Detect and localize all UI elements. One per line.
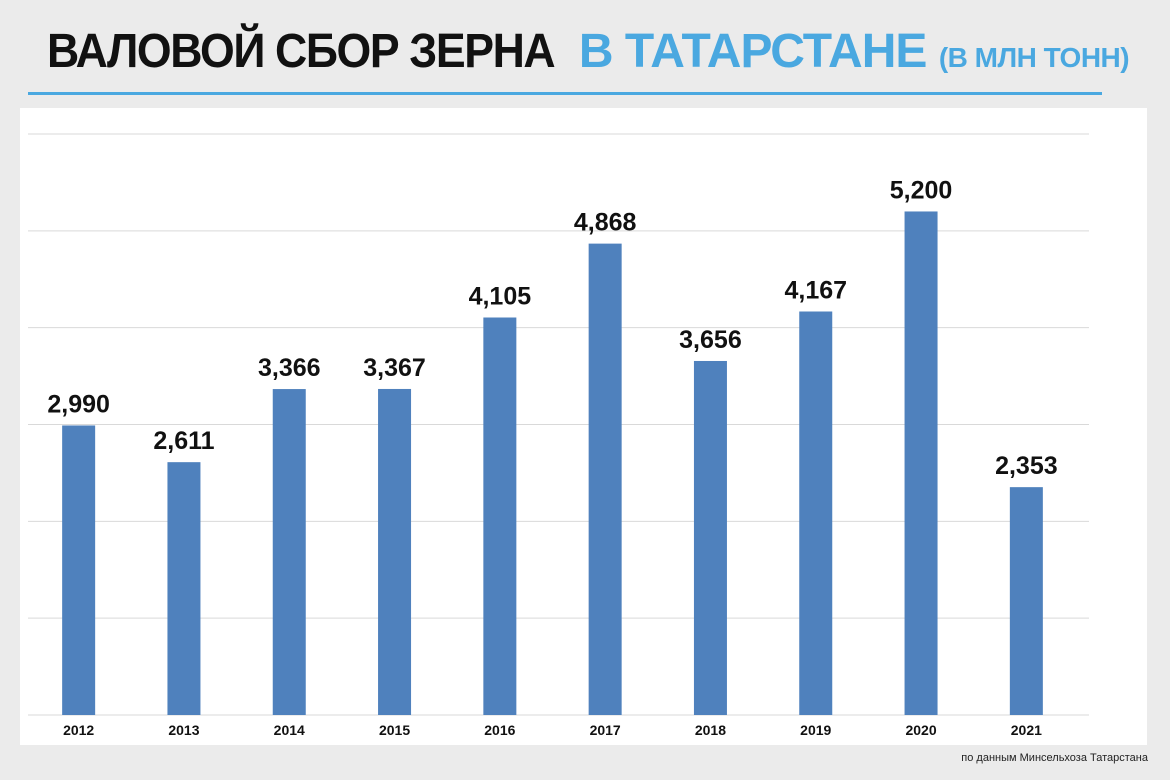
title-units: (В МЛН ТОНН)	[938, 42, 1130, 73]
data-label-2020: 5,200	[890, 176, 953, 204]
x-tick-2017: 2017	[590, 722, 621, 738]
bar-2015	[378, 388, 412, 715]
bar-2014	[272, 389, 306, 715]
bar-2012	[62, 425, 96, 715]
title-main: ВАЛОВОЙ СБОР ЗЕРНА	[47, 25, 556, 78]
x-tick-2013: 2013	[168, 722, 199, 738]
x-tick-2015: 2015	[379, 722, 410, 738]
x-tick-2021: 2021	[1011, 722, 1042, 738]
bar-2016	[483, 317, 517, 715]
x-tick-2016: 2016	[484, 722, 515, 738]
x-tick-2012: 2012	[63, 722, 94, 738]
title-region: В ТАТАРСТАНЕ	[578, 25, 927, 78]
data-label-2021: 2,353	[995, 452, 1058, 480]
x-tick-2014: 2014	[274, 722, 305, 738]
source-note: по данным Минсельхоза Татарстана	[961, 752, 1148, 764]
chart-panel: 2,990 2012 2,611 2013 3,366 2014 3,367 2015 4,10…	[20, 108, 1147, 745]
x-tick-2018: 2018	[695, 722, 726, 738]
data-label-2019: 4,167	[784, 276, 847, 304]
bar-2013	[167, 462, 201, 715]
x-tick-2020: 2020	[905, 722, 936, 738]
bar-chart: 2,990 2012 2,611 2013 3,366 2014 3,367 2015 4,10…	[28, 133, 1089, 738]
data-label-2017: 4,868	[574, 209, 637, 237]
data-label-2014: 3,366	[258, 354, 321, 382]
bar-2020	[904, 211, 938, 715]
data-label-2012: 2,990	[47, 390, 110, 418]
bar-2019	[799, 311, 833, 715]
data-label-2013: 2,611	[153, 427, 214, 455]
bar-2018	[693, 360, 727, 715]
x-tick-2019: 2019	[800, 722, 831, 738]
data-label-2018: 3,656	[679, 326, 742, 354]
bar-2017	[588, 243, 622, 715]
title-underline	[28, 92, 1102, 95]
data-label-2015: 3,367	[363, 354, 426, 382]
bar-2021	[1009, 487, 1043, 715]
chart-title: ВАЛОВОЙ СБОР ЗЕРНА В ТАТАРСТАНЕ (В МЛН Т…	[47, 22, 1130, 93]
data-label-2016: 4,105	[469, 282, 532, 310]
